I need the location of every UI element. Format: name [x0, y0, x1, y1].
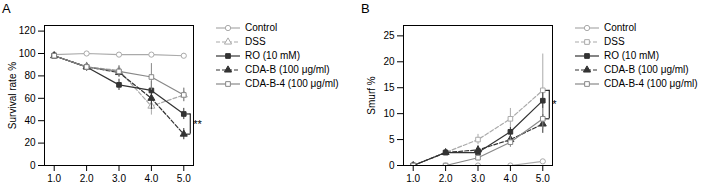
svg-text:0: 0: [389, 160, 395, 171]
svg-text:4.0: 4.0: [144, 173, 158, 184]
html-text:B: B: [361, 1, 370, 16]
svg-text:Survival rate %: Survival rate %: [7, 62, 18, 129]
svg-text:80: 80: [24, 70, 36, 81]
svg-text:3.0: 3.0: [112, 173, 126, 184]
svg-text:3.0: 3.0: [471, 173, 485, 184]
html-text:A: A: [2, 1, 11, 16]
svg-text:Smurf %: Smurf %: [366, 76, 377, 114]
svg-text:60: 60: [24, 93, 36, 104]
svg-text:20: 20: [383, 56, 395, 67]
html-text:CDA-B (100 μg/ml): CDA-B (100 μg/ml): [245, 64, 330, 75]
svg-text:5: 5: [389, 134, 395, 145]
svg-text:2.0: 2.0: [439, 173, 453, 184]
svg-text:1.0: 1.0: [406, 173, 420, 184]
svg-text:5.0: 5.0: [536, 173, 550, 184]
html-text:Control: Control: [604, 22, 637, 33]
svg-text:0: 0: [30, 160, 36, 171]
svg-text:2.0: 2.0: [80, 173, 94, 184]
svg-text:10: 10: [383, 108, 395, 119]
html-text:RO (10 mM): RO (10 mM): [245, 50, 300, 61]
svg-text:25: 25: [383, 30, 395, 41]
svg-text:15: 15: [383, 82, 395, 93]
svg-text:100: 100: [19, 48, 36, 59]
svg-text:1.0: 1.0: [47, 173, 61, 184]
html-text:DSS: DSS: [245, 36, 266, 47]
svg-text:20: 20: [24, 137, 36, 148]
svg-text:4.0: 4.0: [503, 173, 517, 184]
html-text:CDA-B (100 μg/ml): CDA-B (100 μg/ml): [604, 64, 689, 75]
html-text:Control: Control: [245, 22, 278, 33]
svg-text:40: 40: [24, 115, 36, 126]
svg-text:5.0: 5.0: [177, 173, 191, 184]
html-text:RO (10 mM): RO (10 mM): [604, 50, 659, 61]
svg-text:*: *: [552, 98, 557, 110]
svg-text:**: **: [193, 118, 202, 130]
svg-text:120: 120: [19, 25, 36, 36]
html-text:CDA-B-4 (100 μg/ml): CDA-B-4 (100 μg/ml): [245, 78, 339, 89]
html-text:DSS: DSS: [604, 36, 625, 47]
html-text:CDA-B-4 (100 μg/ml): CDA-B-4 (100 μg/ml): [604, 78, 698, 89]
